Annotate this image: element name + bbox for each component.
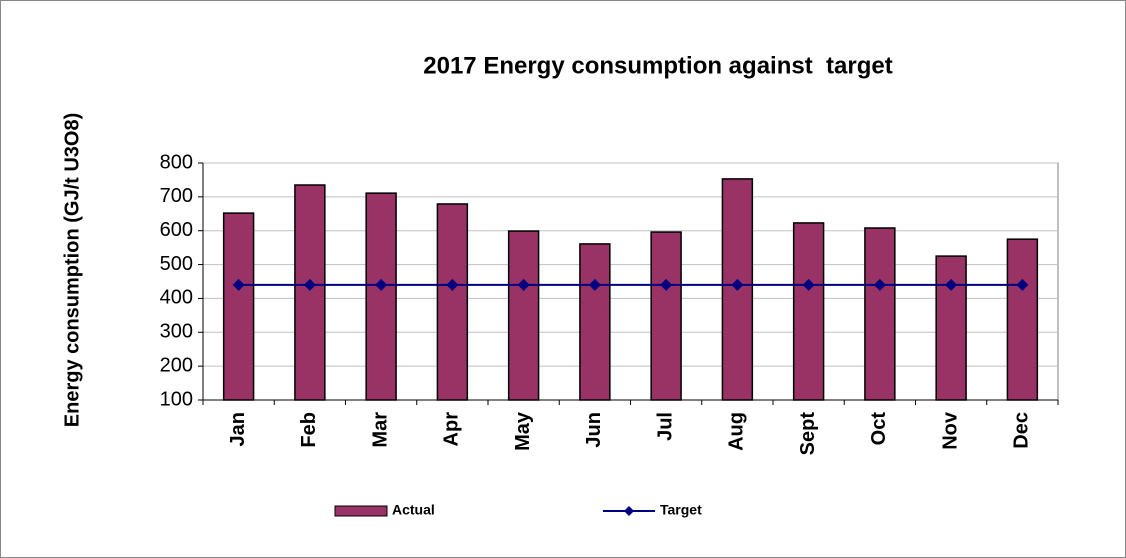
bar [579, 243, 611, 401]
x-tick-label: Jun [583, 412, 605, 448]
marker [731, 278, 744, 291]
x-tick-label: Sept [797, 412, 819, 456]
bar [864, 227, 896, 401]
y-tick-label: 300 [160, 321, 193, 343]
y-tick-label: 400 [160, 287, 193, 309]
bar [792, 222, 825, 401]
marker [517, 278, 530, 291]
y-tick-label: 200 [160, 354, 193, 376]
y-axis-label: Energy consumption (GJ/t U3O8) [61, 113, 83, 427]
bar [365, 192, 397, 401]
x-tick-label: Nov [939, 411, 961, 450]
x-tick-label: Oct [868, 412, 890, 446]
x-tick-label: Mar [369, 412, 391, 448]
bar [935, 255, 967, 401]
x-tick-label: Apr [441, 412, 463, 447]
marker [945, 278, 958, 291]
legend-swatch [334, 505, 388, 517]
marker [588, 278, 601, 291]
marker [873, 278, 886, 291]
y-tick-label: 100 [160, 388, 193, 410]
marker [1016, 278, 1029, 291]
bar [222, 212, 255, 401]
bar [650, 231, 682, 401]
bar [1006, 238, 1039, 401]
x-tick-label: Jan [227, 412, 249, 446]
marker [375, 278, 388, 291]
y-tick-label: 600 [160, 219, 193, 241]
marker [660, 278, 673, 291]
x-tick-label: Dec [1011, 412, 1033, 449]
marker [232, 278, 245, 291]
x-tick-label: Jul [654, 412, 676, 441]
x-tick-label: Aug [726, 412, 748, 451]
marker [802, 278, 815, 291]
bar [436, 203, 469, 401]
x-tick-label: May [512, 411, 534, 451]
chart-title: 2017 Energy consumption against target [423, 52, 892, 79]
legend-label: Actual [392, 502, 435, 518]
x-tick-label: Feb [298, 412, 320, 448]
legend-marker [624, 506, 634, 516]
y-tick-label: 700 [160, 185, 193, 207]
legend-label: Target [660, 502, 702, 518]
y-tick-label: 800 [160, 151, 193, 173]
y-tick-label: 500 [160, 253, 193, 275]
marker [303, 278, 316, 291]
plot-area [202, 162, 1059, 401]
bar [507, 230, 540, 401]
bar [294, 184, 326, 401]
marker [446, 278, 459, 291]
